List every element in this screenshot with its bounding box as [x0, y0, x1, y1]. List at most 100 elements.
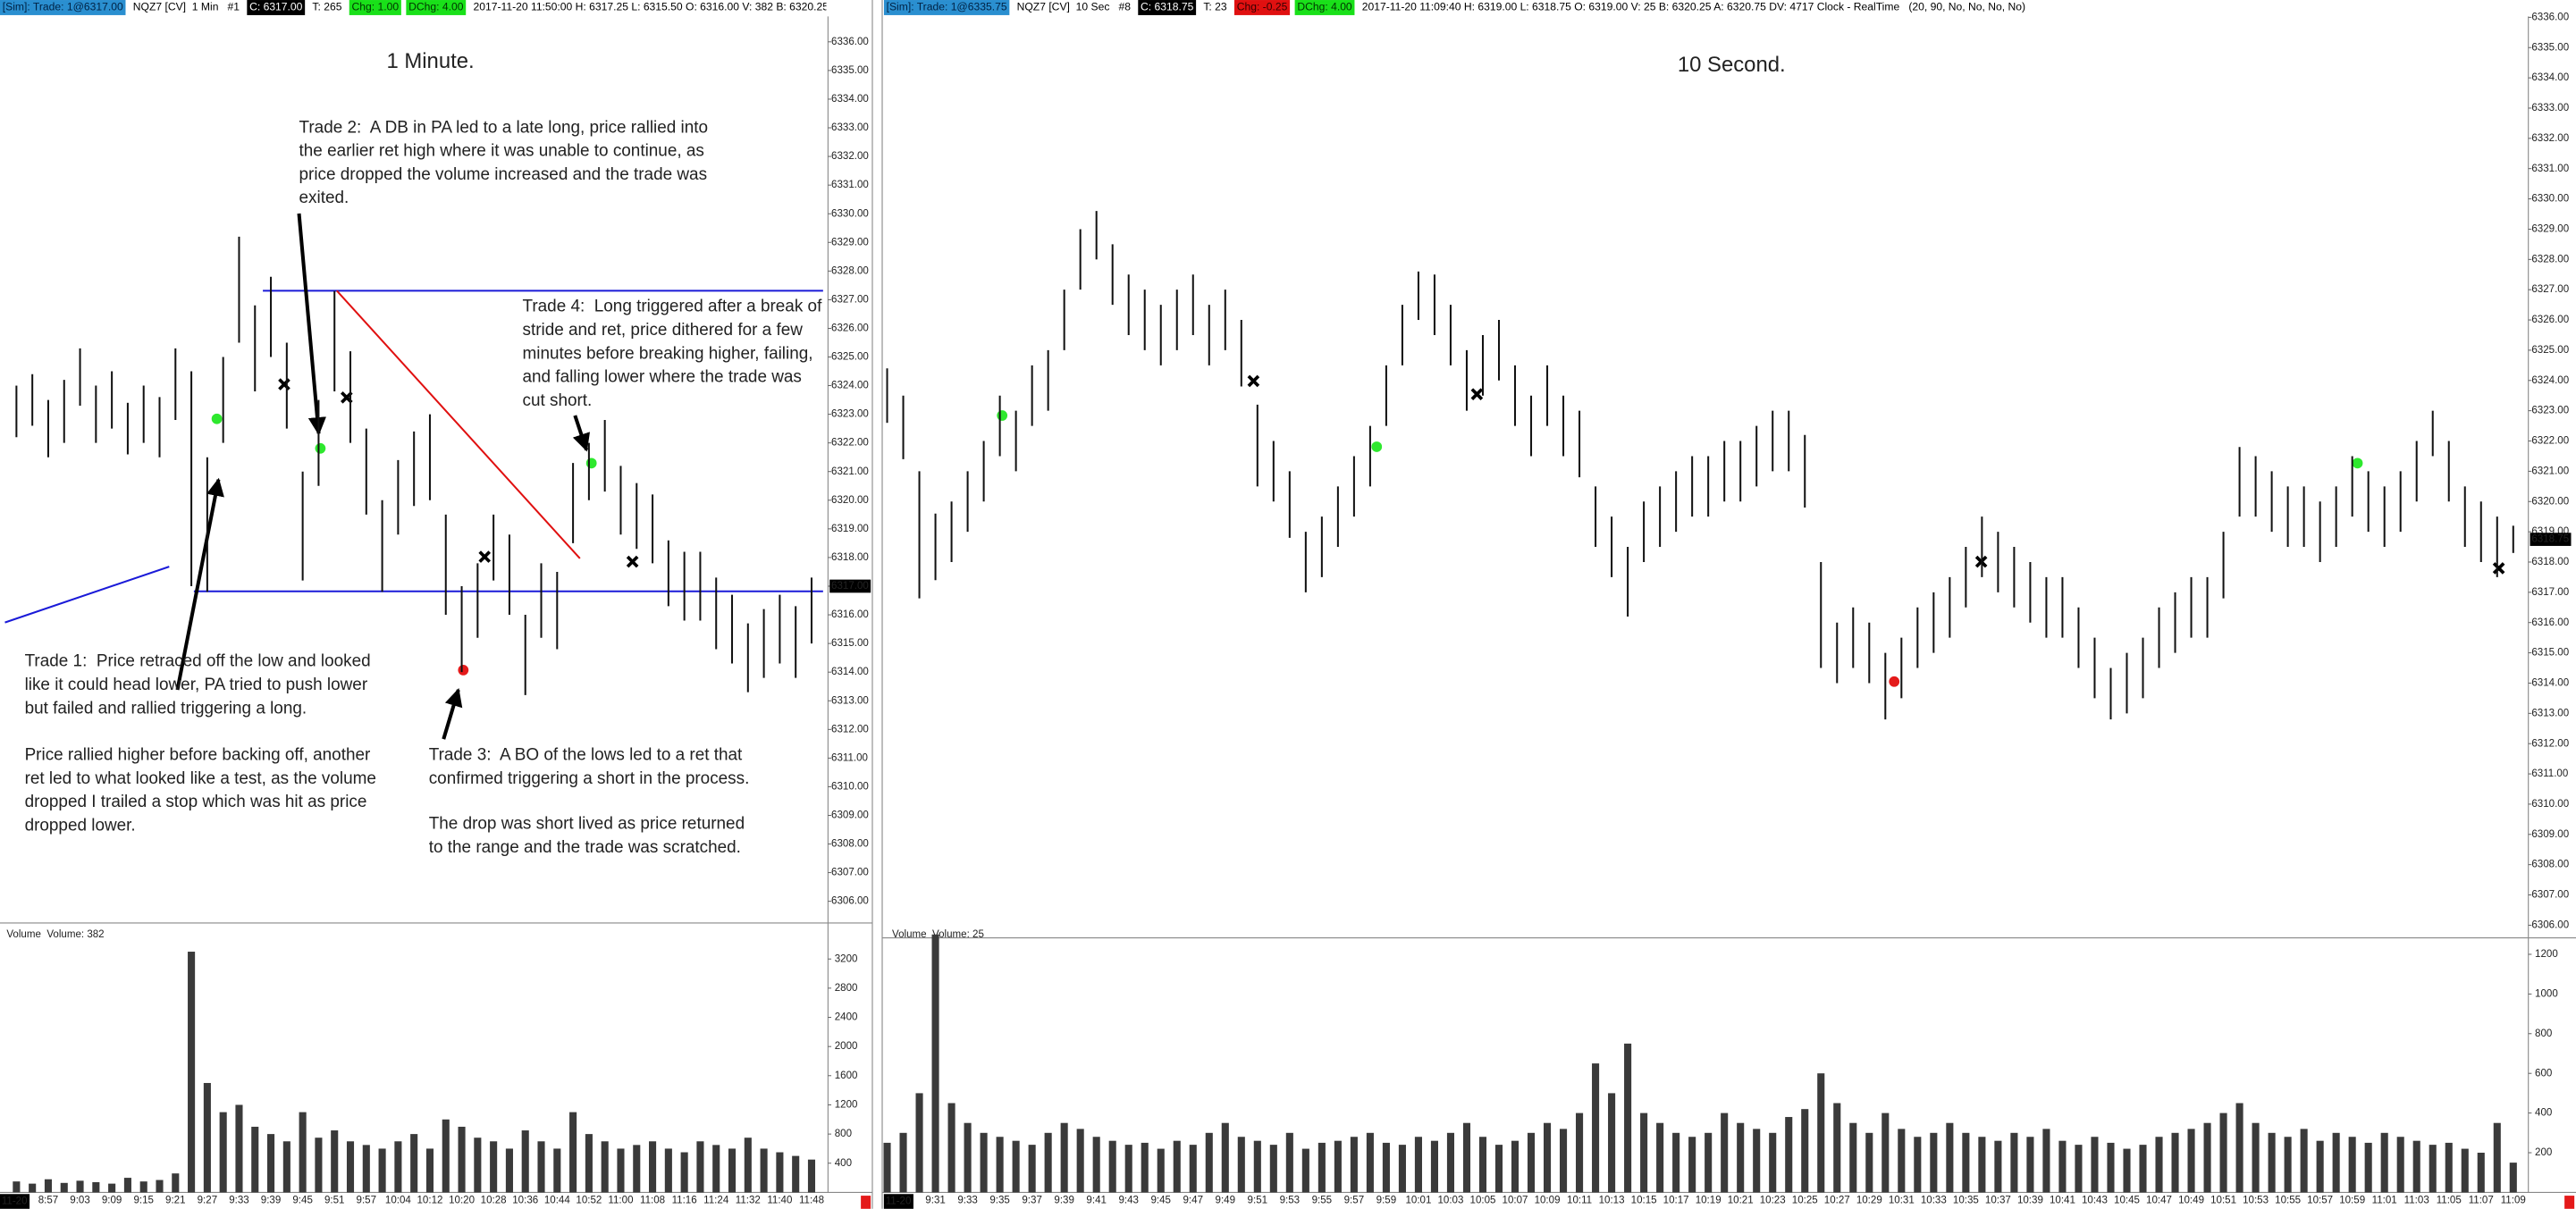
volume-bar — [1317, 1142, 1326, 1193]
volume-bar — [203, 1082, 211, 1193]
header-field: C: 6317.00 — [249, 1, 303, 13]
y-tick-label: 6327.00 — [2531, 284, 2569, 295]
x-tick-label: 10:35 — [1953, 1196, 1979, 1206]
volume-bar — [2091, 1137, 2099, 1193]
header-field: 2017-11-20 11:50:00 H: 6317.25 L: 6315.5… — [473, 1, 942, 13]
y-tick-label: 6333.00 — [2531, 103, 2569, 113]
volume-bar — [2026, 1137, 2034, 1193]
y-tick-label: 6312.00 — [2531, 738, 2569, 749]
x-tick-label: 9:53 — [1280, 1196, 1301, 1206]
volume-bar — [2364, 1142, 2372, 1193]
x-tick-label: 10:43 — [2082, 1196, 2108, 1206]
volume-bar — [1801, 1109, 1809, 1193]
annotation-text: price dropped the volume increased and t… — [299, 165, 708, 184]
volume-bar — [362, 1145, 370, 1193]
y-tick-label: 6334.00 — [2531, 72, 2569, 83]
volume-bar — [505, 1148, 513, 1193]
volume-bar — [60, 1182, 68, 1193]
volume-bar — [947, 1103, 955, 1193]
header-bar: [Sim]: Trade: 1@6335.75 NQZ7 [CV] 10 Sec … — [883, 0, 2025, 15]
x-tick-label: 10:37 — [1985, 1196, 2011, 1206]
volume-bar — [2187, 1129, 2195, 1193]
header-field-bg — [1138, 0, 1197, 15]
volume-bar — [1865, 1132, 1873, 1193]
x-tick-label: 10:23 — [1760, 1196, 1786, 1206]
x-tick-label: 9:45 — [1150, 1196, 1171, 1206]
volume-bar — [235, 1104, 243, 1193]
x-tick-label: 10:49 — [2178, 1196, 2204, 1206]
header-field-bg — [1233, 0, 1291, 15]
x-tick-label: 9:51 — [1248, 1196, 1268, 1206]
y-tick-label: 6329.00 — [831, 237, 869, 248]
volume-tick-label: 400 — [835, 1158, 852, 1169]
y-tick-label: 6306.00 — [2531, 919, 2569, 930]
x-tick-label: 9:21 — [165, 1196, 186, 1206]
y-tick-label: 6314.00 — [2531, 678, 2569, 689]
x-tick-label: 9:03 — [70, 1196, 90, 1206]
volume-bar — [108, 1183, 116, 1193]
y-tick-label: 6311.00 — [831, 752, 868, 763]
volume-bar — [537, 1141, 545, 1193]
x-tick-label: 10:45 — [2114, 1196, 2140, 1206]
y-tick-label: 6307.00 — [2531, 890, 2569, 901]
volume-bar — [1962, 1132, 1970, 1193]
volume-bar — [1898, 1129, 1906, 1193]
volume-bar — [1592, 1063, 1600, 1193]
volume-bar — [2155, 1137, 2163, 1193]
volume-bar — [172, 1173, 180, 1193]
volume-bar — [2203, 1122, 2211, 1193]
volume-bar — [1044, 1132, 1052, 1193]
volume-bar — [1511, 1140, 1520, 1193]
y-tick-label: 6316.00 — [2531, 617, 2569, 628]
x-tick-label: 10:57 — [2307, 1196, 2333, 1206]
volume-bar — [394, 1141, 402, 1193]
volume-bar — [1624, 1043, 1632, 1193]
volume-bar — [792, 1155, 800, 1193]
header-field-bg — [349, 0, 401, 15]
volume-tick-label: 2800 — [835, 983, 858, 994]
x-tick-label: 11:16 — [672, 1196, 697, 1206]
volume-tick-label: 800 — [2535, 1028, 2552, 1039]
annotation-text: minutes before breaking higher, failing, — [522, 344, 812, 363]
volume-bar — [425, 1148, 434, 1193]
trend-line — [336, 290, 581, 559]
chart-title: 1 Minute. — [386, 49, 474, 73]
volume-bar — [1560, 1129, 1568, 1193]
volume-bar — [1108, 1140, 1116, 1193]
y-tick-label: 6322.00 — [831, 438, 869, 449]
header-field: Chg: 1.00 — [351, 1, 399, 13]
volume-bar — [267, 1134, 275, 1193]
volume-bar — [1753, 1129, 1761, 1193]
y-tick-label: 6306.00 — [831, 896, 869, 907]
x-tick-label: 11:07 — [2469, 1196, 2494, 1206]
volume-bar — [1881, 1112, 1890, 1193]
annotation-text: ret led to what looked like a test, as t… — [25, 769, 376, 788]
volume-bar — [2509, 1163, 2517, 1193]
x-tick-label: 9:31 — [925, 1196, 946, 1206]
header-field: T: 265 — [312, 1, 341, 13]
x-tick-label: 9:37 — [1022, 1196, 1042, 1206]
volume-bar — [1946, 1122, 1954, 1193]
volume-bar — [649, 1141, 657, 1193]
date-tag-bg — [883, 1194, 913, 1209]
last-price-flag — [829, 579, 871, 593]
volume-bar — [2348, 1137, 2356, 1193]
volume-tick-label: 1200 — [835, 1100, 858, 1111]
volume-bar — [92, 1181, 100, 1193]
volume-bar — [1769, 1132, 1777, 1193]
volume-bar — [13, 1181, 21, 1193]
volume-bar — [680, 1152, 688, 1193]
y-tick-label: 6324.00 — [831, 381, 869, 391]
volume-bar — [1446, 1132, 1455, 1193]
volume-bar — [2412, 1140, 2420, 1193]
header-bar: [Sim]: Trade: 1@6317.00 NQZ7 [CV] 1 Min #… — [0, 0, 942, 15]
y-tick-label: 6309.00 — [2531, 829, 2569, 840]
x-tick-label: 10:11 — [1567, 1196, 1592, 1206]
volume-bar — [521, 1130, 529, 1193]
y-tick-label: 6311.00 — [2531, 768, 2568, 779]
x-tick-label: 11:00 — [608, 1196, 633, 1206]
volume-tick-label: 200 — [2535, 1147, 2552, 1158]
annotation-text: exited. — [299, 189, 349, 207]
volume-bar — [1173, 1140, 1181, 1193]
